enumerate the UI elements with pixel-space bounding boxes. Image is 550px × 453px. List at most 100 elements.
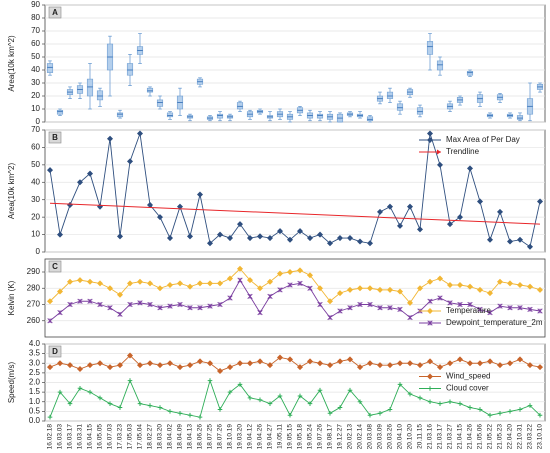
x-tick-label: 16.05.05 xyxy=(97,424,104,450)
marker xyxy=(267,401,273,406)
marker xyxy=(147,403,153,408)
x-tick-label: 19.12.27 xyxy=(337,424,344,450)
marker xyxy=(496,278,504,285)
panel-label: B xyxy=(52,133,58,142)
x-tick-label: 18.02.27 xyxy=(147,424,154,450)
marker xyxy=(507,409,513,414)
box xyxy=(156,99,164,107)
marker xyxy=(96,280,104,287)
marker xyxy=(326,240,334,247)
x-tick-label: 19.05.18 xyxy=(297,424,304,450)
y-tick-label: 50 xyxy=(31,52,40,61)
marker xyxy=(107,401,113,406)
marker xyxy=(337,405,343,410)
marker xyxy=(397,306,403,313)
marker xyxy=(476,360,484,367)
marker xyxy=(416,285,424,292)
marker xyxy=(217,301,223,308)
marker xyxy=(267,293,273,300)
box xyxy=(216,113,224,119)
marker xyxy=(327,411,333,416)
marker xyxy=(347,305,353,311)
marker xyxy=(517,407,523,412)
marker xyxy=(137,401,143,406)
x-tick-label: 18.04.02 xyxy=(167,424,174,450)
y-tick-label: 70 xyxy=(31,26,40,35)
legend-marker xyxy=(427,386,433,391)
marker xyxy=(277,393,283,399)
marker xyxy=(407,314,413,321)
marker xyxy=(106,364,114,371)
marker xyxy=(386,203,394,210)
marker xyxy=(356,238,364,245)
marker xyxy=(56,231,64,238)
marker xyxy=(86,278,94,285)
marker xyxy=(106,285,114,292)
y-tick-label: 0.5 xyxy=(29,406,41,415)
marker xyxy=(536,364,544,371)
y-tick-label: 10 xyxy=(31,104,40,113)
marker xyxy=(346,286,354,293)
x-tick-label: 18.04.09 xyxy=(177,424,184,450)
marker xyxy=(156,285,164,292)
marker xyxy=(476,198,484,205)
y-tick-label: 290 xyxy=(27,267,41,276)
box xyxy=(236,102,244,110)
y-axis-label: Area(10k km^2) xyxy=(7,35,16,92)
marker xyxy=(497,411,503,416)
x-tick-label: 20.02.13 xyxy=(347,424,354,450)
marker xyxy=(307,285,313,291)
marker xyxy=(186,362,194,369)
marker xyxy=(306,272,314,279)
marker xyxy=(56,288,64,295)
marker xyxy=(206,240,214,247)
legend-marker xyxy=(426,307,434,315)
y-tick-label: 2.0 xyxy=(29,378,41,387)
marker xyxy=(517,305,523,311)
marker xyxy=(286,236,294,243)
x-tick-label: 21.05.06 xyxy=(477,424,484,450)
marker xyxy=(236,360,244,367)
x-tick-label: 18.06.26 xyxy=(197,424,204,450)
marker xyxy=(137,300,143,306)
marker xyxy=(336,290,344,297)
marker xyxy=(466,165,474,172)
box xyxy=(516,115,524,120)
legend-label: Dewpoint_temperature_2m xyxy=(446,318,543,327)
marker xyxy=(336,235,344,242)
marker xyxy=(486,358,494,365)
marker xyxy=(166,360,174,367)
legend-label: Wind_speed xyxy=(446,372,490,381)
marker xyxy=(157,305,163,311)
marker xyxy=(187,412,193,418)
legend-arrow xyxy=(437,149,441,155)
y-tick-label: 1.0 xyxy=(29,397,41,406)
marker xyxy=(397,382,403,387)
marker xyxy=(346,356,354,363)
marker xyxy=(276,270,284,277)
marker xyxy=(297,393,303,399)
marker xyxy=(236,265,244,272)
y-tick-label: 1.5 xyxy=(29,387,41,396)
x-tick-label: 16.03.31 xyxy=(77,424,84,450)
marker xyxy=(297,280,303,287)
marker xyxy=(306,235,314,242)
legend-marker xyxy=(426,136,434,144)
marker xyxy=(46,298,54,305)
box xyxy=(386,91,394,99)
marker xyxy=(427,298,433,304)
y-tick-label: 50 xyxy=(31,160,40,169)
x-tick-label: 19.04.12 xyxy=(247,424,254,450)
marker xyxy=(257,397,263,403)
marker xyxy=(537,308,543,314)
marker xyxy=(376,286,384,293)
panel-label: D xyxy=(52,347,58,356)
x-tick-label: 21.05.23 xyxy=(497,424,504,450)
y-tick-label: 10 xyxy=(31,230,40,239)
marker xyxy=(396,222,404,229)
y-tick-label: 30 xyxy=(31,195,40,204)
marker xyxy=(46,364,54,371)
marker xyxy=(406,299,414,306)
marker xyxy=(446,360,454,367)
